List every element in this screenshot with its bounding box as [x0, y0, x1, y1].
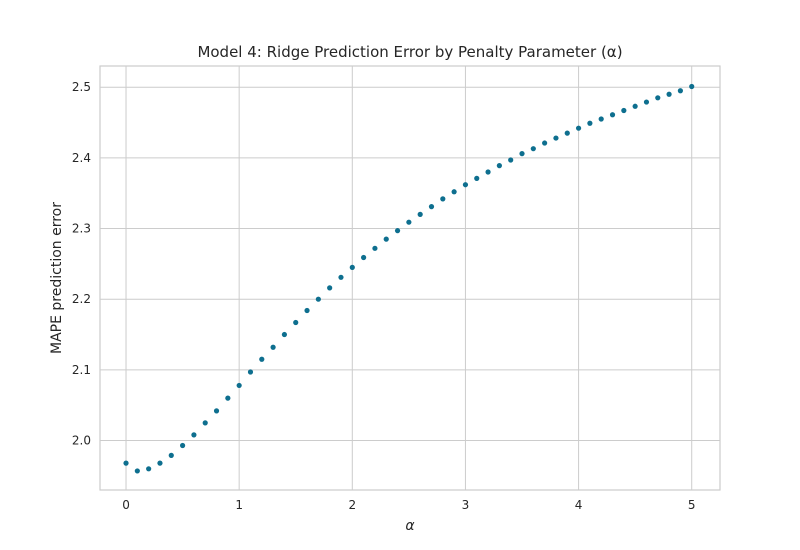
y-tick-label: 2.3	[72, 222, 91, 236]
data-point	[621, 107, 627, 114]
data-point	[270, 344, 276, 350]
data-point	[168, 452, 174, 458]
data-point	[327, 285, 333, 291]
chart-title: Model 4: Ridge Prediction Error by Penal…	[197, 43, 622, 61]
data-point	[394, 228, 401, 234]
y-tick-label: 2.0	[72, 434, 91, 448]
data-point	[428, 204, 435, 210]
data-point	[530, 146, 536, 152]
data-point	[123, 460, 129, 466]
data-point	[451, 189, 457, 195]
data-point	[485, 169, 491, 175]
data-point	[666, 91, 672, 97]
data-point	[202, 420, 208, 426]
data-point	[259, 356, 265, 362]
data-point	[474, 175, 480, 181]
data-point	[553, 135, 559, 141]
data-point	[304, 307, 310, 314]
data-point	[655, 95, 661, 101]
plot-area	[99, 65, 721, 491]
x-tick-label: 5	[688, 498, 696, 512]
data-point	[598, 116, 604, 122]
y-tick-label: 2.4	[72, 151, 91, 165]
data-point	[643, 99, 650, 105]
data-point	[349, 264, 355, 270]
data-point	[315, 296, 321, 302]
data-point	[383, 236, 389, 242]
data-point	[338, 274, 344, 280]
data-point	[293, 319, 299, 326]
data-point	[508, 157, 514, 163]
y-tick-label: 2.2	[72, 292, 91, 306]
data-point	[225, 395, 231, 401]
data-point	[146, 466, 152, 472]
data-point	[191, 432, 197, 438]
data-point	[632, 103, 638, 109]
data-point	[575, 125, 582, 131]
x-tick-label: 0	[122, 498, 130, 512]
data-point	[417, 211, 423, 217]
y-axis-ticks: 2.0 2.1 2.2 2.3 2.4 2.5	[72, 80, 91, 447]
data-point	[236, 382, 242, 389]
data-point	[134, 468, 140, 474]
data-point	[372, 245, 378, 251]
y-tick-label: 2.1	[72, 363, 91, 377]
data-point	[496, 163, 502, 169]
data-point	[281, 331, 288, 338]
data-points	[123, 83, 695, 474]
x-axis-title: α	[405, 518, 415, 534]
grid	[100, 66, 720, 490]
y-tick-label: 2.5	[72, 80, 91, 94]
data-point	[179, 442, 186, 449]
data-point	[587, 120, 593, 126]
data-point	[406, 219, 412, 225]
y-axis-title: MAPE prediction error	[49, 202, 65, 354]
x-tick-label: 3	[462, 498, 470, 512]
x-tick-label: 4	[575, 498, 583, 512]
data-point	[462, 182, 469, 188]
data-point	[157, 460, 163, 466]
data-point	[519, 151, 525, 157]
data-point	[542, 140, 548, 146]
x-tick-label: 2	[348, 498, 356, 512]
data-point	[609, 112, 616, 118]
data-point	[361, 254, 367, 261]
data-point	[247, 369, 254, 375]
x-axis-ticks: 0 1 2 3 4 5	[122, 498, 695, 512]
data-point	[677, 88, 684, 94]
data-point	[440, 196, 446, 202]
x-tick-label: 1	[235, 498, 243, 512]
data-point	[564, 130, 570, 136]
data-point	[689, 83, 695, 90]
data-point	[213, 408, 220, 414]
